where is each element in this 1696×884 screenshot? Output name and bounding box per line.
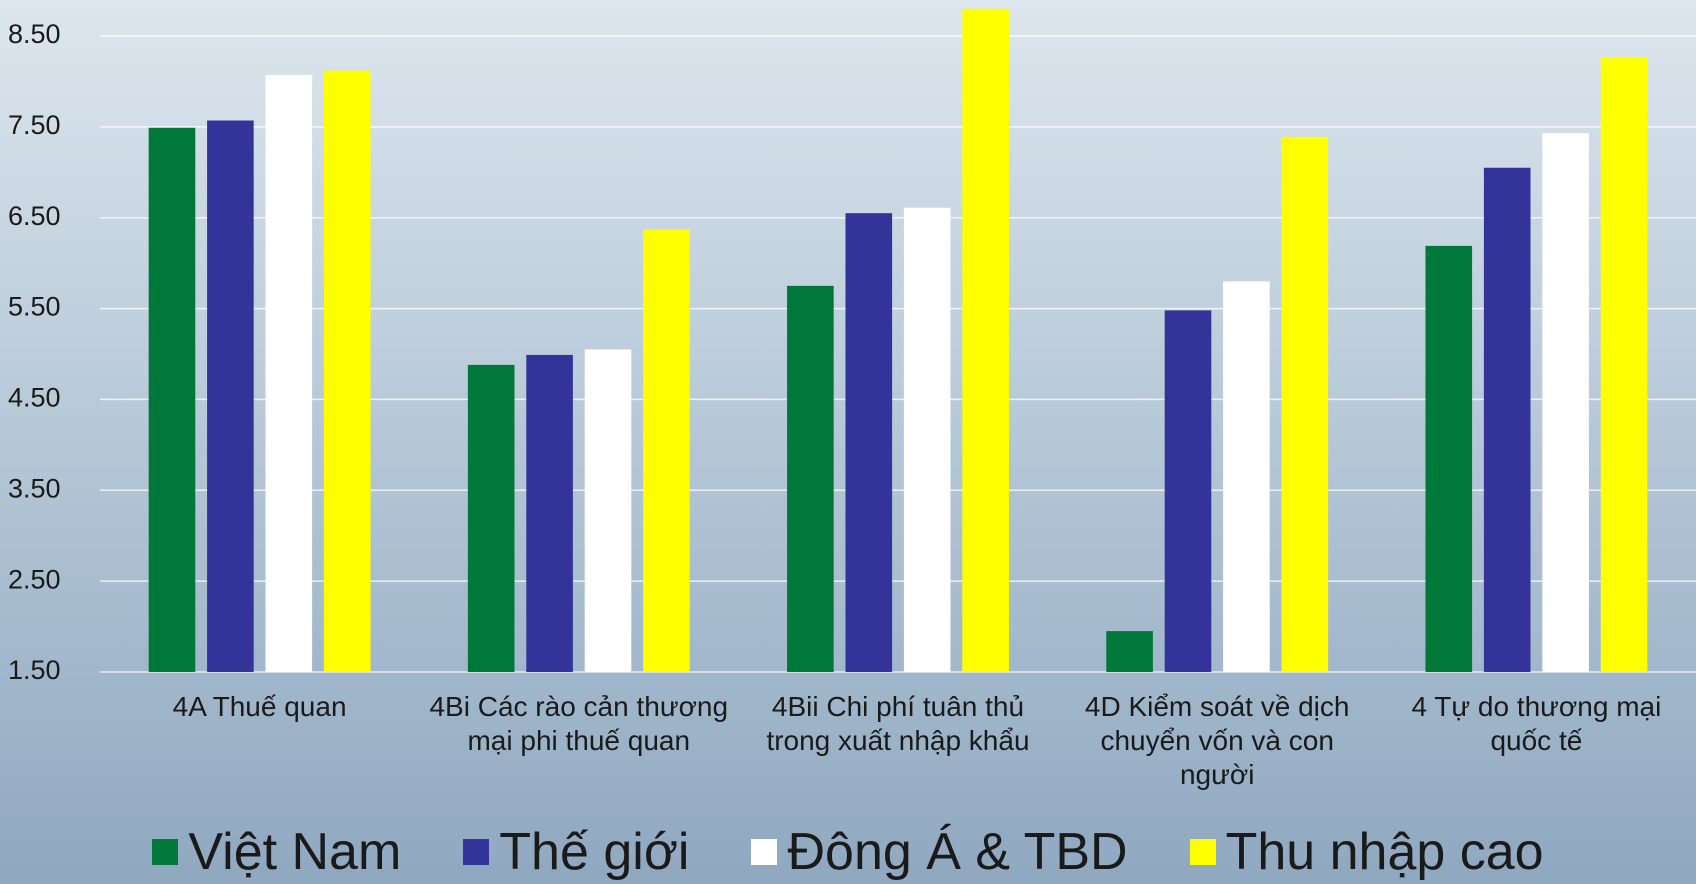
y-tick-label: 1.50: [8, 655, 61, 685]
bar: [584, 349, 632, 672]
x-tick-label: 4Bii Chi phí tuân thủ trong xuất nhập kh…: [766, 691, 1030, 756]
legend-swatch: [1189, 839, 1216, 865]
bar: [787, 285, 834, 672]
bar: [1223, 281, 1270, 672]
bar: [1425, 245, 1473, 672]
bar: [1600, 56, 1648, 672]
legend-swatch: [751, 839, 778, 865]
x-tick-label: 4 Tự do thương mại quốc tế: [1411, 691, 1662, 756]
legend-item: Thế giới: [463, 822, 689, 882]
legend-item: Việt Nam: [152, 822, 401, 882]
bar: [1483, 167, 1531, 672]
y-tick-label: 8.50: [8, 19, 61, 49]
x-tick-label: 4D Kiểm soát về dịch chuyển vốn và con n…: [1084, 691, 1350, 790]
legend-label: Thế giới: [499, 823, 690, 881]
y-tick-label: 7.50: [8, 110, 61, 140]
bar: [323, 70, 371, 673]
bar: [903, 207, 951, 672]
legend-swatch: [463, 839, 490, 865]
y-tick-label: 2.50: [8, 564, 61, 594]
bar: [207, 120, 254, 673]
legend-item: Đông Á & TBD: [751, 822, 1128, 882]
bar: [1281, 136, 1329, 672]
legend-label: Việt Nam: [188, 823, 402, 881]
legend-label: Đông Á & TBD: [787, 823, 1128, 881]
bar: [1106, 631, 1153, 672]
legend-swatch: [152, 839, 179, 865]
y-tick-label: 6.50: [8, 201, 61, 231]
x-tick-label: 4Bi Các rào cản thương mại phi thuế quan: [429, 691, 729, 756]
bar: [265, 75, 313, 672]
legend: Việt Nam Thế giới Đông Á & TBD Thu nhập cao: [0, 822, 1696, 882]
legend-label: Thu nhập cao: [1225, 823, 1544, 881]
bar: [467, 364, 515, 672]
bar: [845, 213, 893, 672]
legend-item: Thu nhập cao: [1189, 822, 1544, 882]
bar: [526, 354, 573, 672]
y-tick-label: 5.50: [8, 292, 61, 322]
y-tick-label: 3.50: [8, 473, 61, 503]
x-tick-label: 4A Thuế quan: [172, 691, 347, 722]
bar: [1164, 310, 1212, 672]
bar: [643, 229, 690, 673]
y-tick-label: 4.50: [8, 383, 61, 413]
bar: [962, 8, 1009, 672]
bar: [1542, 133, 1589, 672]
bar: [148, 127, 196, 672]
